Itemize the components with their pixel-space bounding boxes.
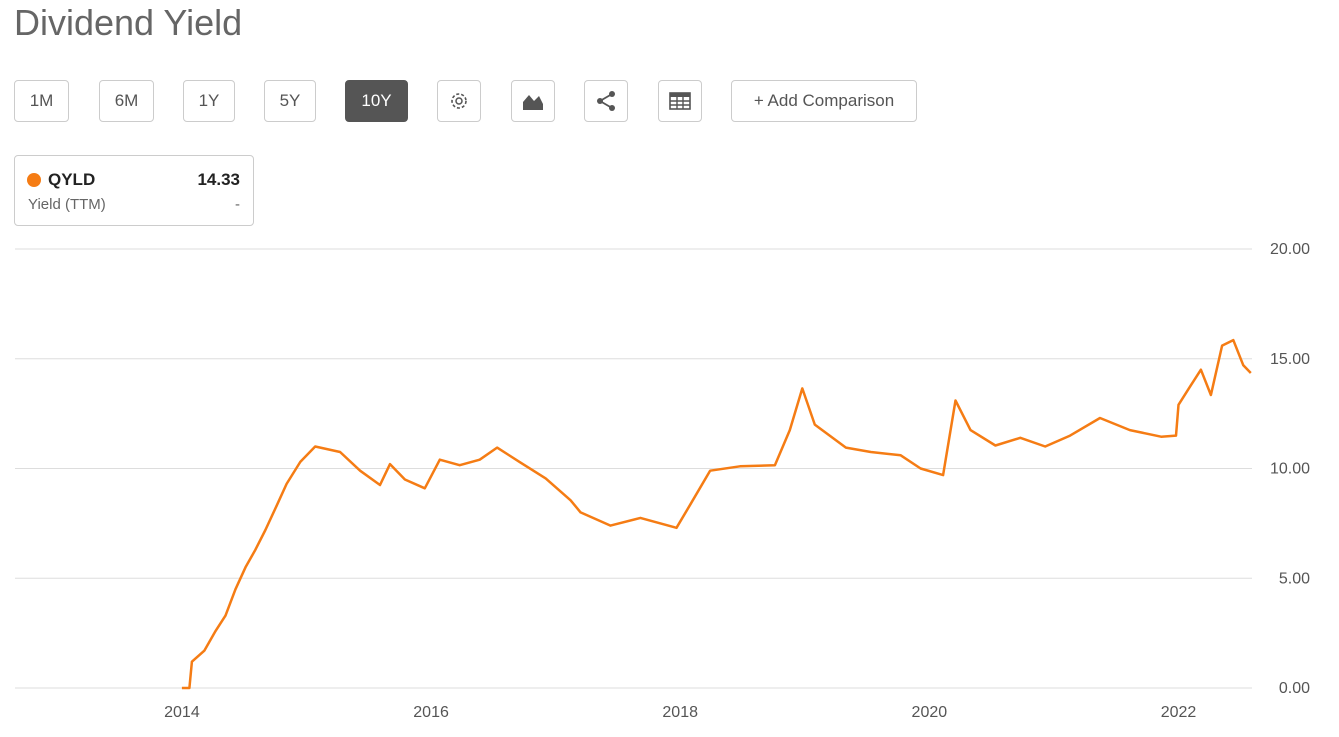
x-tick-label: 2016 bbox=[413, 704, 449, 721]
x-tick-label: 2014 bbox=[164, 704, 200, 721]
x-tick-label: 2022 bbox=[1161, 704, 1197, 721]
y-tick-label: 15.00 bbox=[1270, 351, 1310, 368]
y-tick-label: 5.00 bbox=[1279, 570, 1310, 587]
chart-type-button[interactable] bbox=[511, 80, 555, 122]
legend-metric: Yield (TTM) bbox=[28, 196, 106, 213]
table-button[interactable] bbox=[658, 80, 702, 122]
x-tick-label: 2018 bbox=[662, 704, 698, 721]
range-button[interactable]: 6M bbox=[99, 80, 154, 122]
chart-type-icon bbox=[523, 95, 543, 110]
legend-value: 14.33 bbox=[197, 170, 240, 189]
y-tick-label: 10.00 bbox=[1270, 461, 1310, 478]
y-tick-label: 20.00 bbox=[1270, 241, 1310, 258]
legend-dot bbox=[27, 173, 41, 187]
legend-box: QYLD 14.33 Yield (TTM) - bbox=[14, 155, 254, 226]
legend-name: QYLD bbox=[48, 170, 96, 189]
series-line bbox=[181, 338, 1252, 690]
range-button[interactable]: 1Y bbox=[183, 80, 235, 122]
x-tick-label: 2020 bbox=[912, 704, 948, 721]
range-button[interactable]: 1M bbox=[14, 80, 69, 122]
settings-icon bbox=[451, 93, 467, 109]
share-button[interactable] bbox=[584, 80, 628, 122]
y-tick-label: 0.00 bbox=[1279, 680, 1310, 697]
table-icon bbox=[669, 92, 691, 110]
legend-change: - bbox=[235, 196, 240, 213]
range-button[interactable]: 10Y bbox=[345, 80, 408, 122]
range-button[interactable]: 5Y bbox=[264, 80, 316, 122]
page-title: Dividend Yield bbox=[14, 2, 243, 43]
settings-button[interactable] bbox=[437, 80, 481, 122]
share-icon bbox=[597, 91, 615, 111]
add-comparison-button[interactable]: + Add Comparison bbox=[731, 80, 917, 122]
